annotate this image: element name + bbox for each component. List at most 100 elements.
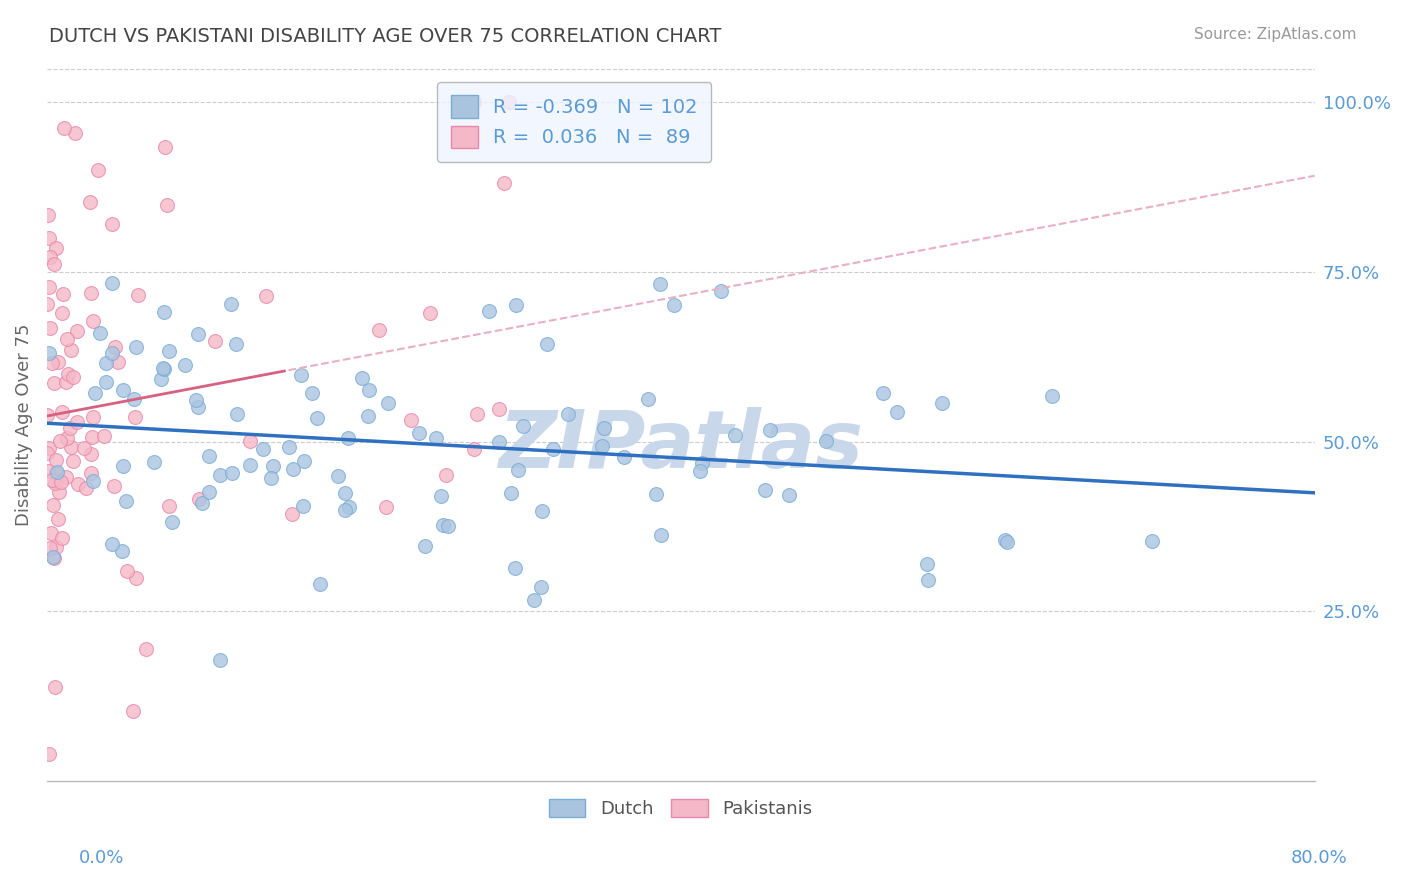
Point xyxy=(613,450,636,465)
Point xyxy=(337,431,360,445)
Point xyxy=(419,306,441,320)
Point xyxy=(815,434,838,448)
Point xyxy=(281,507,304,521)
Point xyxy=(101,277,124,291)
Point xyxy=(42,550,65,565)
Point xyxy=(51,405,73,419)
Point xyxy=(488,401,510,416)
Point xyxy=(434,468,457,483)
Point xyxy=(488,435,510,450)
Point xyxy=(112,459,135,474)
Point xyxy=(124,409,146,424)
Point xyxy=(262,458,284,473)
Point xyxy=(754,483,776,497)
Point xyxy=(156,198,179,212)
Point xyxy=(401,413,423,427)
Point xyxy=(187,401,209,415)
Point xyxy=(153,304,176,318)
Point xyxy=(174,358,197,372)
Point xyxy=(593,421,616,435)
Point xyxy=(239,458,262,473)
Point xyxy=(82,474,104,488)
Point xyxy=(94,356,117,370)
Point xyxy=(39,525,62,540)
Point xyxy=(225,407,247,421)
Point xyxy=(430,489,453,503)
Point xyxy=(100,346,122,360)
Point xyxy=(89,326,111,341)
Point xyxy=(75,481,97,495)
Point xyxy=(1040,389,1063,403)
Point xyxy=(159,499,181,513)
Point xyxy=(104,340,127,354)
Point xyxy=(39,541,62,555)
Point xyxy=(65,324,87,338)
Point xyxy=(160,516,183,530)
Point xyxy=(39,321,62,335)
Point xyxy=(125,340,148,354)
Point xyxy=(536,337,558,351)
Point xyxy=(463,442,485,456)
Point xyxy=(87,163,110,178)
Point xyxy=(917,573,939,587)
Point xyxy=(152,361,174,376)
Point xyxy=(505,297,527,311)
Point xyxy=(157,344,180,359)
Text: 80.0%: 80.0% xyxy=(1291,849,1347,867)
Point xyxy=(292,454,315,468)
Point xyxy=(42,551,65,566)
Point xyxy=(67,477,90,491)
Point xyxy=(505,561,527,575)
Point xyxy=(309,577,332,591)
Point xyxy=(42,256,65,270)
Point xyxy=(127,287,149,301)
Point xyxy=(188,491,211,506)
Point xyxy=(62,454,84,468)
Point xyxy=(1142,533,1164,548)
Point xyxy=(38,231,60,245)
Point xyxy=(357,409,380,423)
Point xyxy=(55,469,77,483)
Point xyxy=(41,498,63,512)
Point xyxy=(557,407,579,421)
Point xyxy=(254,288,277,302)
Point xyxy=(93,429,115,443)
Point xyxy=(648,277,671,291)
Point xyxy=(724,427,747,442)
Point xyxy=(80,466,103,480)
Point xyxy=(38,279,60,293)
Point xyxy=(53,121,76,136)
Point xyxy=(39,250,62,264)
Point xyxy=(60,440,83,454)
Point xyxy=(187,326,209,341)
Point xyxy=(432,517,454,532)
Point xyxy=(437,519,460,533)
Point xyxy=(51,531,73,545)
Point xyxy=(662,298,685,312)
Point xyxy=(915,558,938,572)
Text: DUTCH VS PAKISTANI DISABILITY AGE OVER 75 CORRELATION CHART: DUTCH VS PAKISTANI DISABILITY AGE OVER 7… xyxy=(49,27,721,45)
Point xyxy=(326,468,349,483)
Point xyxy=(59,420,82,434)
Point xyxy=(125,571,148,585)
Point xyxy=(149,372,172,386)
Point xyxy=(709,284,731,298)
Point xyxy=(46,511,69,525)
Point xyxy=(122,392,145,406)
Point xyxy=(350,371,373,385)
Point xyxy=(225,336,247,351)
Point xyxy=(111,544,134,558)
Point xyxy=(463,95,485,110)
Point xyxy=(886,405,908,419)
Point xyxy=(477,304,499,318)
Point xyxy=(84,385,107,400)
Point xyxy=(80,447,103,461)
Point xyxy=(41,356,63,370)
Point xyxy=(101,537,124,551)
Point xyxy=(209,467,232,482)
Point xyxy=(531,504,554,518)
Point xyxy=(45,453,67,467)
Text: 0.0%: 0.0% xyxy=(79,849,124,867)
Point xyxy=(650,528,672,542)
Point xyxy=(55,376,77,390)
